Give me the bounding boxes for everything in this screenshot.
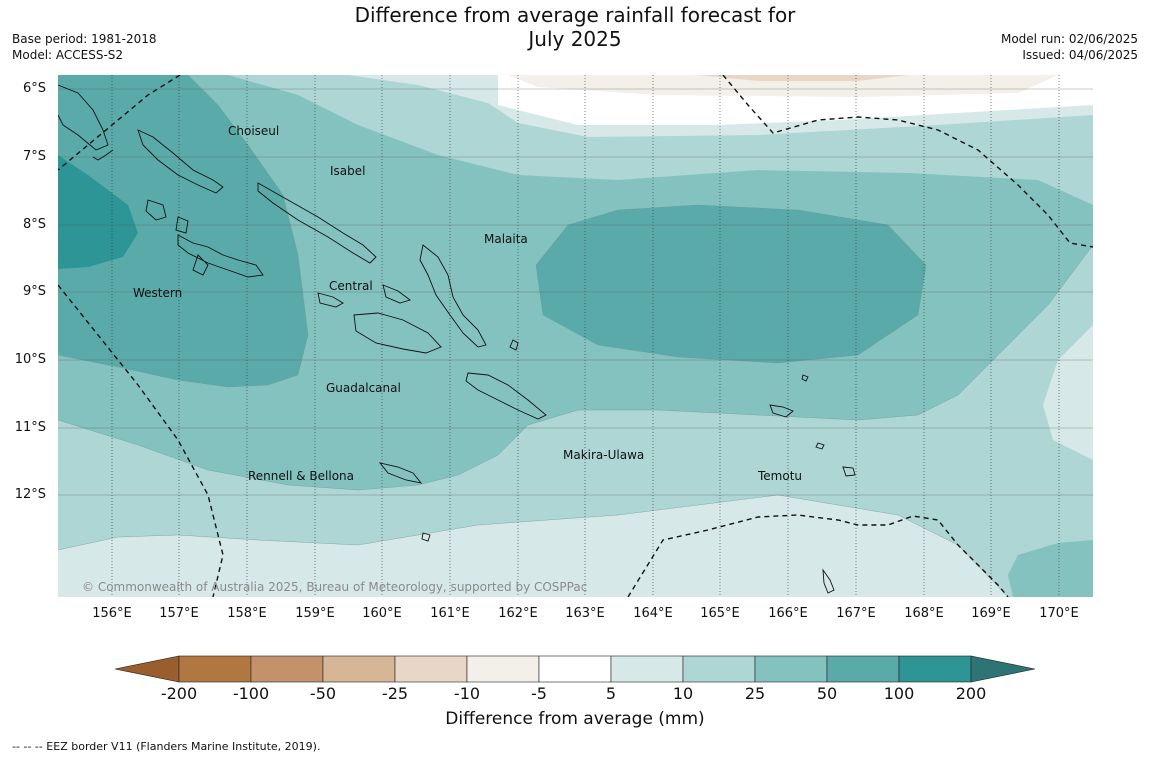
title-line-1: Difference from average rainfall forecas… [354, 3, 796, 27]
islands [58, 84, 856, 594]
colorbar-tick-label: -10 [453, 684, 481, 703]
lon-label: 170°E [1039, 606, 1079, 621]
colorbar-swatch [898, 655, 972, 683]
meta-right: Model run: 02/06/2025 Issued: 04/06/2025 [1001, 31, 1138, 63]
colorbar-swatch [178, 655, 252, 683]
map-title: Difference from average rainfall forecas… [0, 3, 1150, 51]
eez-footnote: -- -- -- EEZ border V11 (Flanders Marine… [12, 740, 321, 753]
region-label-isabel: Isabel [330, 164, 365, 178]
model-name: Model: ACCESS-S2 [12, 48, 124, 62]
copyright-notice: © Commonwealth of Australia 2025, Bureau… [82, 580, 588, 594]
lon-label: 157°E [159, 606, 199, 621]
lon-label: 160°E [362, 606, 402, 621]
eez-border [58, 75, 1093, 597]
colorbar-tick-label: 200 [955, 684, 987, 703]
lon-label: 163°E [565, 606, 605, 621]
colorbar-title: Difference from average (mm) [445, 709, 705, 729]
lon-label: 168°E [904, 606, 944, 621]
lon-label: 169°E [971, 606, 1011, 621]
colorbar-tick-label: 25 [744, 684, 766, 703]
colorbar-tick-label: -5 [531, 684, 547, 703]
colorbar-swatch [394, 655, 468, 683]
lon-label: 159°E [295, 606, 335, 621]
colorbar-swatch [754, 655, 828, 683]
lon-label: 161°E [430, 606, 470, 621]
lon-label: 158°E [227, 606, 267, 621]
colorbar-tick-label: 50 [816, 684, 838, 703]
lon-label: 165°E [700, 606, 740, 621]
map-plot: Choiseul Isabel Malaita Western Central … [58, 75, 1093, 597]
colorbar-swatch [538, 655, 612, 683]
colorbar-under-arrow [114, 655, 180, 683]
colorbar-swatch [826, 655, 900, 683]
meta-left: Base period: 1981-2018 Model: ACCESS-S2 [12, 31, 157, 63]
lat-label: 8°S [22, 217, 46, 232]
colorbar-tick-label: 5 [605, 684, 617, 703]
lon-label: 166°E [768, 606, 808, 621]
lon-label: 167°E [836, 606, 876, 621]
colorbar-over-arrow [970, 655, 1036, 683]
band-50-100-central [536, 205, 926, 363]
colorbar-tick-label: -25 [381, 684, 409, 703]
region-label-malaita: Malaita [484, 232, 528, 246]
band-5-10-right [1043, 325, 1093, 460]
title-line-2: July 2025 [528, 27, 622, 51]
band-25-50-corner [1008, 540, 1093, 597]
colorbar-tick-label: -50 [309, 684, 337, 703]
lat-label: 12°S [14, 487, 46, 502]
base-period: Base period: 1981-2018 [12, 32, 157, 46]
colorbar-swatch [250, 655, 324, 683]
region-label-guadalcanal: Guadalcanal [326, 381, 401, 395]
colorbar-swatch [610, 655, 684, 683]
colorbar-tick-label: 10 [672, 684, 694, 703]
model-run: Model run: 02/06/2025 [1000, 32, 1138, 46]
region-label-temotu: Temotu [757, 469, 802, 483]
region-label-rennell-bellona: Rennell & Bellona [248, 469, 354, 483]
colorbar-tick-label: -200 [160, 684, 198, 703]
lat-label: 6°S [22, 81, 46, 96]
band-neg-10-25 [698, 75, 908, 81]
lat-label: 7°S [22, 149, 46, 164]
colorbar-tick-label: 100 [883, 684, 915, 703]
band-50-100-west [58, 75, 308, 387]
lon-label: 162°E [498, 606, 538, 621]
colorbar-tick-label: -100 [232, 684, 270, 703]
band-100-200-west [58, 155, 138, 269]
graticule [111, 75, 1060, 597]
lat-label: 11°S [14, 420, 46, 435]
colorbar [114, 655, 1036, 683]
region-label-central: Central [329, 279, 373, 293]
colorbar-swatch [322, 655, 396, 683]
colorbar-swatch [682, 655, 756, 683]
region-label-choiseul: Choiseul [228, 124, 279, 138]
lon-label: 164°E [633, 606, 673, 621]
lat-label: 9°S [22, 284, 46, 299]
lon-label: 156°E [92, 606, 132, 621]
issued-date: Issued: 04/06/2025 [1022, 48, 1138, 62]
region-label-western: Western [133, 286, 182, 300]
band-neg-5-10 [508, 75, 1058, 97]
colorbar-swatch [466, 655, 540, 683]
region-label-makira-ulawa: Makira-Ulawa [563, 448, 644, 462]
lat-label: 10°S [14, 352, 46, 367]
